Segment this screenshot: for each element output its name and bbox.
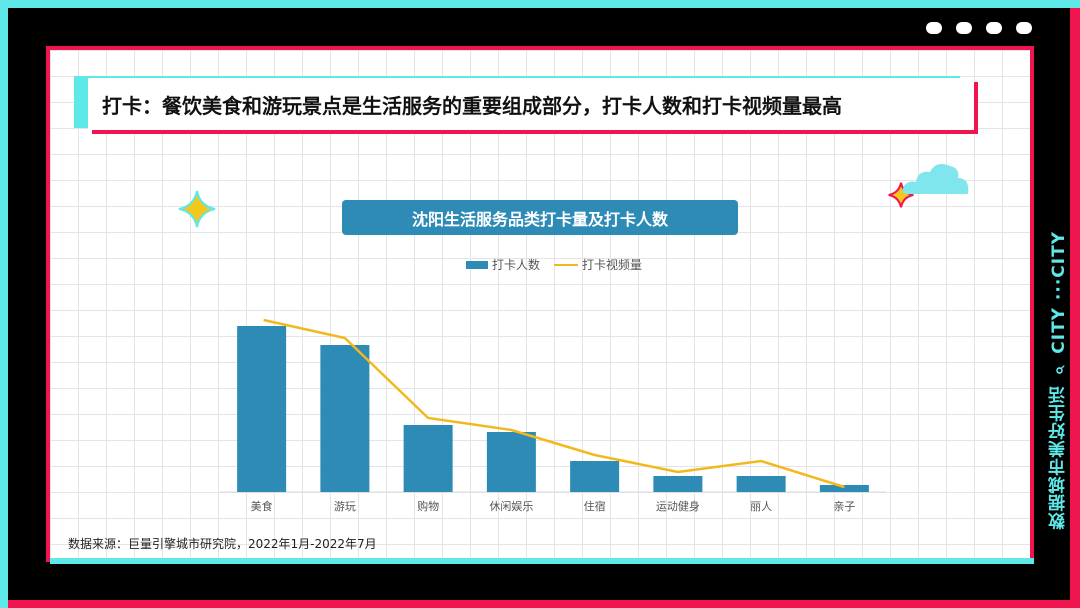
bar — [736, 476, 786, 492]
cloud-icon — [902, 164, 969, 194]
dot — [1016, 22, 1032, 34]
content-panel — [46, 46, 1034, 562]
sparkle-icon — [178, 190, 216, 228]
legend-item-line[interactable]: 打卡视频量 — [554, 256, 642, 273]
source-note: 数据来源：巨量引擎城市研究院，2022年1月-2022年7月 — [68, 537, 377, 551]
x-tick-label: 美食 — [251, 499, 273, 513]
bar — [486, 432, 536, 492]
x-tick-label: 住宿 — [584, 499, 606, 513]
legend-label: 打卡人数 — [492, 258, 541, 272]
legend-swatch — [554, 263, 579, 266]
page-title: 打卡：餐饮美食和游玩景点是生活服务的重要组成部分，打卡人数和打卡视频量最高 — [102, 93, 842, 118]
dot — [986, 22, 1002, 34]
chart-title: 沈阳生活服务品类打卡量及打卡人数 — [342, 200, 738, 235]
frame-edge — [8, 600, 1080, 608]
legend-swatch — [466, 260, 488, 269]
frame-edge — [1070, 8, 1080, 608]
legend-item-bar[interactable]: 打卡人数 — [466, 256, 540, 273]
bar — [403, 425, 453, 492]
x-tick-label: 运动健身 — [656, 499, 700, 513]
window-dots — [926, 22, 1032, 34]
dot — [926, 22, 942, 34]
bar — [237, 326, 287, 492]
x-tick-label: 游玩 — [334, 500, 356, 513]
x-tick-label: 亲子 — [833, 499, 855, 513]
legend-label: 打卡视频量 — [582, 258, 643, 272]
bar — [819, 485, 869, 492]
bar — [653, 476, 703, 492]
page-title-box: 打卡：餐饮美食和游玩景点是生活服务的重要组成部分，打卡人数和打卡视频量最高 — [88, 78, 974, 130]
chart-legend: 打卡人数 打卡视频量 — [466, 256, 642, 273]
frame-edge — [50, 558, 1034, 564]
dot — [956, 22, 972, 34]
x-tick-label: 丽人 — [750, 500, 772, 513]
bar — [320, 345, 370, 492]
x-tick-label: 休闲娱乐 — [489, 499, 533, 513]
x-tick-label: 购物 — [417, 499, 439, 513]
bar — [570, 461, 620, 492]
series-line — [263, 318, 845, 489]
